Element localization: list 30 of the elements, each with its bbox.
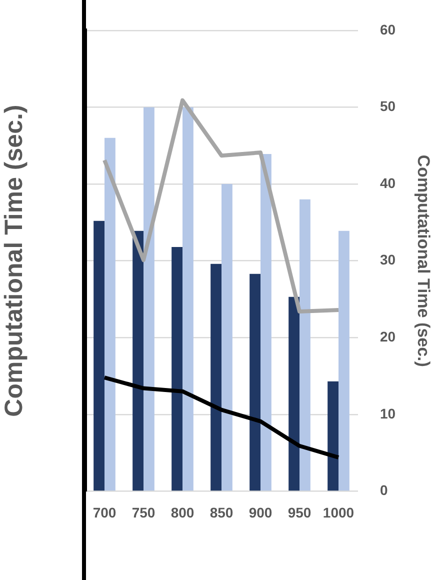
- y2-tick-label: 10: [380, 405, 396, 422]
- bar: [94, 220, 104, 491]
- x-tick-label: 800: [170, 504, 194, 520]
- x-tick-label: 1000: [322, 504, 354, 520]
- bar: [144, 107, 154, 491]
- y2-tick-label: 50: [380, 98, 396, 114]
- bar: [104, 138, 116, 491]
- bar: [132, 230, 144, 491]
- x-tick-label: 900: [248, 504, 272, 520]
- y2-tick-label: 0: [380, 482, 388, 498]
- y-axis-title: Computational Time (sec.): [0, 104, 28, 417]
- y2-tick-label: 30: [380, 252, 396, 268]
- y2-tick-label: 20: [380, 328, 396, 344]
- bar: [172, 246, 182, 491]
- x-tick-label: 700: [92, 504, 116, 520]
- bar: [328, 381, 338, 491]
- y2-tick-label: 60: [380, 21, 396, 38]
- bar: [250, 274, 260, 491]
- x-tick-label: 750: [132, 504, 156, 520]
- bar: [210, 264, 222, 491]
- y2-tick-label: 40: [380, 174, 396, 191]
- x-tick-label: 950: [288, 504, 312, 520]
- bar: [260, 154, 272, 491]
- bar: [338, 230, 350, 491]
- bar: [222, 184, 232, 491]
- bar: [288, 296, 300, 491]
- bar: [300, 199, 310, 491]
- bar: [182, 107, 194, 491]
- y2-axis-title: Computational Time (sec.): [414, 154, 433, 367]
- x-tick-label: 850: [210, 504, 234, 520]
